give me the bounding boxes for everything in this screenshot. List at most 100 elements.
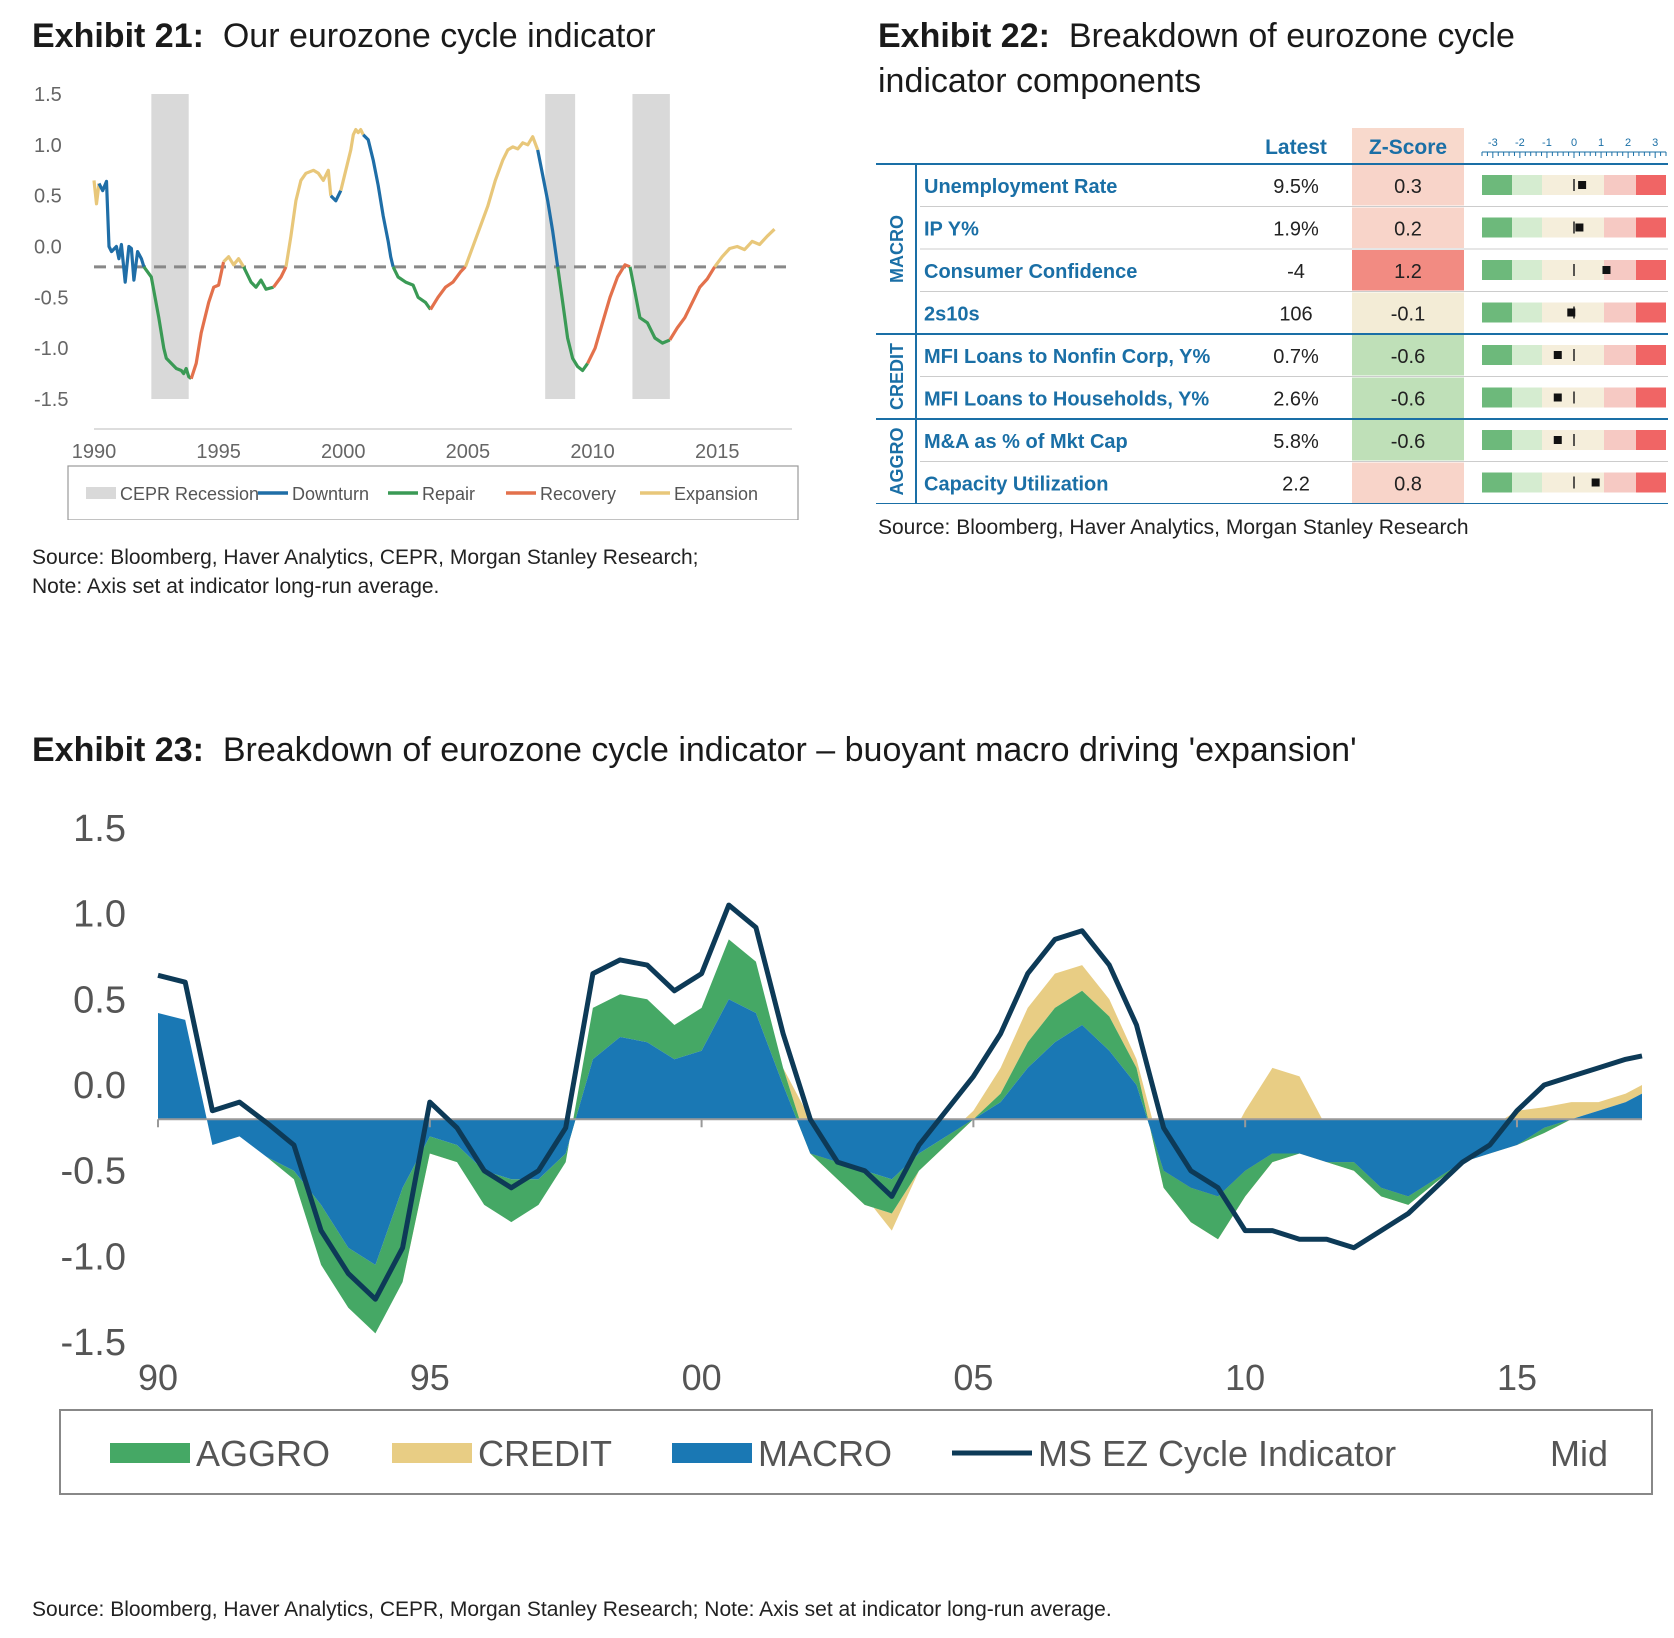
legend-swatch-2: [672, 1443, 752, 1463]
zscore-marker: [1602, 266, 1611, 274]
y-tick-label: 1.5: [73, 808, 126, 850]
y-tick-label: 0.0: [73, 1065, 126, 1107]
scale-band-mid: [1542, 217, 1604, 238]
row-zscore: 0.8: [1394, 474, 1422, 496]
row-name: MFI Loans to Households, Y%: [924, 389, 1209, 411]
row-name: IP Y%: [924, 219, 979, 241]
legend-label-recovery: Recovery: [540, 484, 616, 504]
x-tick-label: 95: [410, 1357, 450, 1398]
row-latest: 5.8%: [1273, 431, 1319, 453]
segment-downturn: [97, 179, 146, 284]
scale-band-low: [1512, 387, 1542, 408]
scale-band-strong-low: [1482, 302, 1512, 323]
x-tick-label: 05: [953, 1357, 993, 1398]
exhibit-22-source: Source: Bloomberg, Haver Analytics, Morg…: [878, 516, 1469, 539]
zscore-marker: [1578, 181, 1587, 189]
legend-box: [67, 465, 799, 520]
scale-band-strong-low: [1482, 472, 1512, 493]
scale-band-high: [1604, 217, 1636, 238]
recession-band-2: [632, 94, 670, 399]
col-header-zscore: Z-Score: [1369, 136, 1447, 159]
zscore-cell-bg: [1352, 207, 1464, 248]
ms-ez-cycle-indicator-line: [157, 902, 1643, 1302]
legend-label-macro: MACRO: [758, 1433, 892, 1474]
zscore-cell-bg: [1352, 292, 1464, 333]
legend-label-cepr-recession: CEPR Recession: [120, 484, 259, 504]
segment-recovery: [586, 263, 631, 365]
scale-tick-label: 2: [1625, 137, 1631, 149]
x-tick-label: 90: [138, 1357, 178, 1398]
y-tick-label: 1.5: [34, 84, 62, 106]
scale-band-mid: [1542, 430, 1604, 450]
scale-band-strong-low: [1482, 175, 1512, 195]
scale-band-high: [1604, 175, 1636, 195]
row-zscore: 0.3: [1394, 176, 1422, 198]
group-label-macro: MACRO: [887, 215, 907, 283]
scale-band-high: [1604, 472, 1636, 493]
y-tick-label: 1.0: [73, 894, 126, 936]
col-header-latest: Latest: [1265, 136, 1327, 159]
zscore-marker: [1575, 223, 1584, 232]
segment-repair: [242, 266, 274, 291]
scale-tick-label: 3: [1652, 137, 1658, 149]
exhibit-23-chart: 1.5 1.0 0.5 0.0 -0.5 -1.0 -1.5 90 95 00 05 10 15 AGGR…: [59, 808, 1653, 1495]
y-tick-label: -0.5: [61, 1151, 126, 1193]
row-zscore: -0.6: [1391, 431, 1425, 453]
exhibit-21-title: Exhibit 21: Our eurozone cycle indicator: [32, 14, 656, 59]
zscore-marker: [1591, 478, 1600, 487]
scale-band-strong-low: [1482, 430, 1512, 450]
scale-band-low: [1512, 302, 1542, 323]
row-latest: 2.6%: [1273, 389, 1319, 411]
scale-band-strong-high: [1636, 302, 1666, 323]
recession-band-0: [151, 94, 189, 399]
segment-expansion: [222, 255, 245, 268]
exhibit-21-source: Source: Bloomberg, Haver Analytics, CEPR…: [32, 544, 698, 602]
y-tick-label: 0.5: [73, 979, 126, 1021]
segment-downturn: [536, 149, 560, 268]
row-latest: 106: [1279, 304, 1312, 326]
x-tick-label: 1995: [196, 441, 241, 463]
segment-recovery: [429, 265, 467, 311]
y-tick-label: -1.0: [61, 1236, 126, 1278]
scale-tick-label: -2: [1515, 137, 1525, 149]
exhibit-21-source-line2: Note: Axis set at indicator long-run ave…: [32, 574, 440, 598]
exhibit-21-label: Exhibit 21:: [32, 17, 204, 55]
scale-band-strong-high: [1636, 387, 1666, 408]
segment-expansion: [463, 135, 540, 268]
scale-band-strong-low: [1482, 387, 1512, 408]
exhibit-23-label: Exhibit 23:: [32, 731, 204, 769]
y-tick-label: 1.0: [34, 135, 62, 157]
legend-label-ms-ez-cycle-indicator: MS EZ Cycle Indicator: [1038, 1433, 1396, 1474]
legend-swatch-1: [392, 1443, 472, 1463]
legend-label-downturn: Downturn: [292, 484, 369, 504]
exhibit-21-chart: 1.5 1.0 0.5 0.0 -0.5 -1.0 -1.5 1990 1995 2000 2005…: [34, 84, 799, 520]
group-label-credit: CREDIT: [887, 343, 907, 410]
exhibit-23-heading: Breakdown of eurozone cycle indicator – …: [222, 731, 1357, 769]
zscore-marker: [1567, 308, 1576, 317]
x-tick-label: 2015: [695, 441, 740, 463]
scale-band-low: [1512, 430, 1542, 450]
scale-band-strong-low: [1482, 217, 1512, 238]
exhibit-22-title: Exhibit 22: Breakdown of eurozone cycle …: [878, 14, 1515, 104]
row-name: MFI Loans to Nonfin Corp, Y%: [924, 346, 1210, 368]
segment-expansion: [713, 228, 776, 268]
y-tick-label: -1.0: [34, 338, 68, 360]
row-name: M&A as % of Mkt Cap: [924, 431, 1128, 453]
y-tick-label: -1.5: [61, 1322, 126, 1364]
exhibit-22-table: LatestZ-ScoreZ-Score-3-2-10123Unemployme…: [876, 128, 1668, 504]
scale-band-strong-high: [1636, 345, 1666, 365]
x-tick-label: 1990: [72, 441, 117, 463]
legend-swatch-0: [110, 1443, 190, 1463]
x-tick-label: 00: [682, 1357, 722, 1398]
zscore-cell-bg: [1352, 335, 1464, 376]
row-zscore: -0.6: [1391, 389, 1425, 411]
scale-band-strong-low: [1482, 345, 1512, 365]
scale-band-high: [1604, 345, 1636, 365]
row-zscore: 1.2: [1394, 261, 1422, 283]
segment-recovery: [668, 265, 717, 341]
exhibit-21-source-line1: Source: Bloomberg, Haver Analytics, CEPR…: [32, 546, 699, 569]
segment-downturn: [362, 133, 395, 268]
legend-label-aggro: AGGRO: [196, 1433, 330, 1474]
legend-label-mid: Mid: [1550, 1433, 1608, 1474]
zscore-cell-bg: [1352, 462, 1464, 503]
